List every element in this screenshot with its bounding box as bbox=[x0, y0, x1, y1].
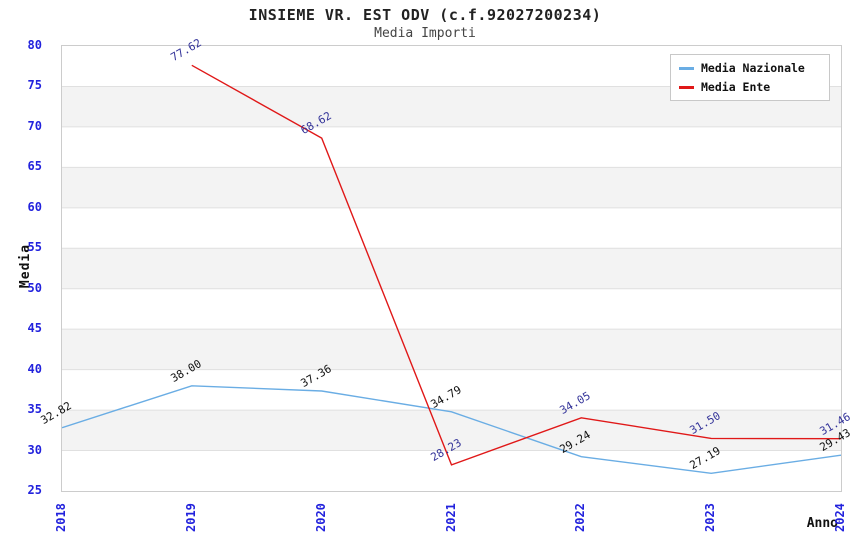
grid-band bbox=[62, 410, 841, 451]
grid-band bbox=[62, 167, 841, 208]
x-tick-label: 2018 bbox=[54, 503, 68, 532]
y-tick-label: 70 bbox=[27, 118, 42, 133]
legend-label-media-ente: Media Ente bbox=[701, 80, 771, 94]
grid-band bbox=[62, 248, 841, 289]
legend-swatch-ente-icon bbox=[679, 85, 694, 89]
y-tick-label: 75 bbox=[27, 78, 42, 93]
y-tick-label: 50 bbox=[27, 280, 42, 295]
y-tick-label: 80 bbox=[27, 38, 42, 52]
y-tick-label: 30 bbox=[27, 442, 42, 457]
y-tick-label: 45 bbox=[27, 321, 42, 336]
series-line-0 bbox=[62, 385, 841, 475]
legend-item-media-ente: Media Ente bbox=[679, 80, 829, 94]
x-axis-title: Anno bbox=[806, 516, 838, 531]
plot-area bbox=[61, 45, 842, 492]
y-tick-label: 35 bbox=[27, 402, 42, 417]
legend: Media Nazionale Media Ente bbox=[670, 54, 830, 101]
x-tick-label: 2020 bbox=[313, 503, 328, 532]
x-tick-label: 2022 bbox=[573, 503, 588, 532]
legend-swatch-nazionale-icon bbox=[679, 66, 694, 70]
chart-title: INSIEME VR. EST ODV (c.f.92027200234) bbox=[248, 6, 602, 24]
legend-item-media-nazionale: Media Nazionale bbox=[679, 61, 829, 75]
x-tick-label: 2021 bbox=[443, 503, 458, 532]
series-line-1 bbox=[191, 64, 841, 466]
chart-subtitle: Media Importi bbox=[374, 26, 476, 41]
y-tick-label: 65 bbox=[27, 159, 42, 174]
y-tick-label: 60 bbox=[27, 199, 42, 214]
y-tick-label: 55 bbox=[27, 240, 42, 255]
x-tick-label: 2019 bbox=[183, 503, 198, 532]
x-tick-label: 2024 bbox=[833, 503, 847, 532]
y-tick-label: 25 bbox=[27, 483, 42, 497]
legend-label-media-nazionale: Media Nazionale bbox=[701, 61, 805, 75]
x-tick-label: 2023 bbox=[703, 503, 718, 532]
line-chart-svg bbox=[62, 64, 841, 475]
y-tick-label: 40 bbox=[27, 361, 42, 376]
grid-band bbox=[62, 329, 841, 370]
